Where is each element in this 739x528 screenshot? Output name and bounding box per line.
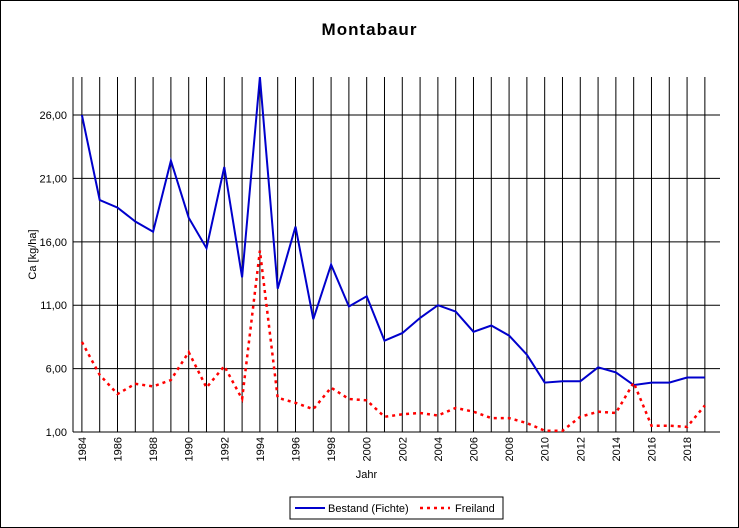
x-tick-label: 2010 xyxy=(540,437,552,461)
x-tick-label: 1984 xyxy=(77,437,89,461)
x-tick-label: 2018 xyxy=(682,437,694,461)
x-tick-label: 1990 xyxy=(184,437,196,461)
x-tick-label: 1996 xyxy=(290,437,302,461)
chart-title: Montabaur xyxy=(321,20,418,39)
y-tick-label: 21,00 xyxy=(39,173,67,185)
x-tick-label: 2004 xyxy=(433,437,445,461)
y-tick-label: 1,00 xyxy=(46,427,67,439)
x-tick-label: 1998 xyxy=(326,437,338,461)
series-line-freiland xyxy=(80,250,706,432)
x-tick-label: 1994 xyxy=(255,437,267,461)
x-tick-label: 2012 xyxy=(575,437,587,461)
legend-label-freiland: Freiland xyxy=(455,503,495,515)
y-tick-label: 26,00 xyxy=(39,110,67,122)
legend-box xyxy=(289,496,504,520)
x-tick-label: 2006 xyxy=(468,437,480,461)
x-axis-label: Jahr xyxy=(356,469,378,481)
y-tick-label: 16,00 xyxy=(39,237,67,249)
plot-area xyxy=(73,77,720,432)
series-line-bestand xyxy=(80,77,705,387)
y-tick-label: 6,00 xyxy=(46,364,67,376)
x-tick-label: 2008 xyxy=(504,437,516,461)
x-tick-label: 2016 xyxy=(646,437,658,461)
legend-label-bestand: Bestand (Fichte) xyxy=(328,503,409,515)
x-tick-label: 1992 xyxy=(219,437,231,461)
x-tick-label: 2002 xyxy=(397,437,409,461)
y-tick-label: 11,00 xyxy=(40,300,67,312)
x-tick-label: 1986 xyxy=(112,437,124,461)
y-axis-label: Ca [kg/ha] xyxy=(27,229,39,279)
x-tick-label: 2000 xyxy=(362,437,374,461)
x-tick-label: 1988 xyxy=(148,437,160,461)
x-tick-label: 2014 xyxy=(611,437,623,461)
